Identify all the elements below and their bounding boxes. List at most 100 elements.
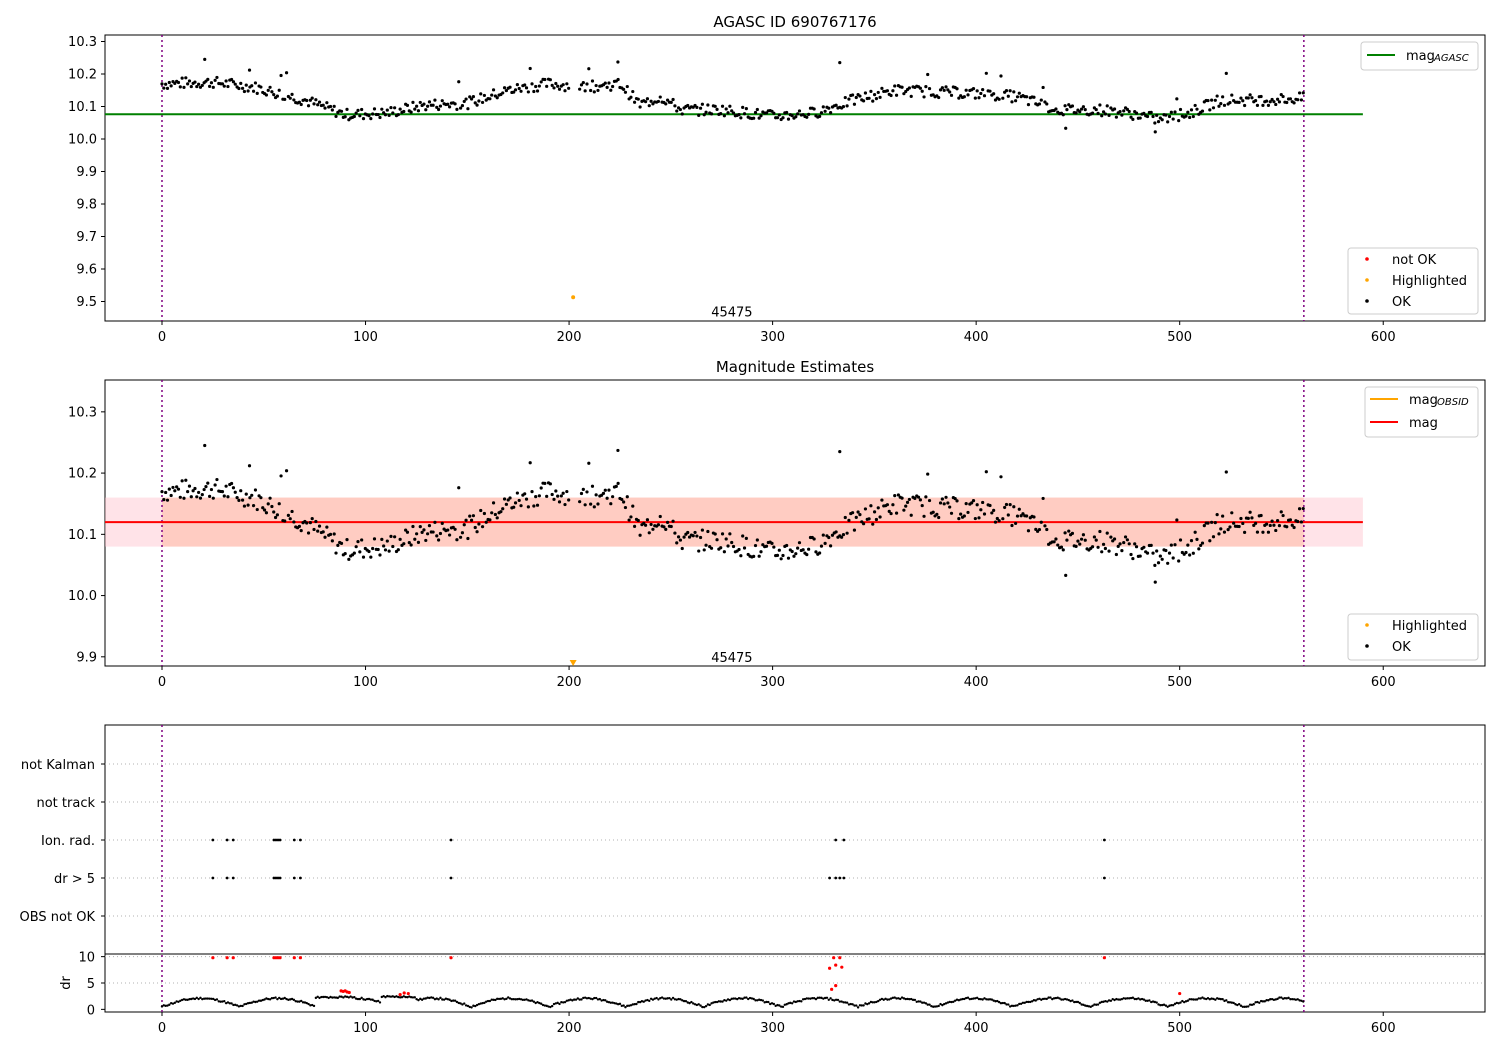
panel1-ok-point bbox=[843, 95, 847, 100]
panel2-ok-point bbox=[202, 487, 206, 492]
panel2-ok-point bbox=[764, 544, 769, 548]
panel3-dr-ok-point bbox=[446, 997, 449, 1001]
panel1-ok-point bbox=[1079, 107, 1084, 111]
panel3-dr-ok-point bbox=[1051, 997, 1054, 1001]
panel3-dr-ok-point bbox=[1287, 996, 1290, 1000]
panel3-dr-ok-point bbox=[939, 1002, 942, 1006]
panel3-dr-ok-point bbox=[922, 1001, 926, 1004]
panel2-ok-point bbox=[358, 550, 362, 554]
panel2-ok-point bbox=[325, 525, 329, 529]
panel1-ok-point bbox=[920, 89, 924, 93]
panel3-dr-ok-point bbox=[1166, 1005, 1169, 1008]
panel2-ok-point bbox=[585, 490, 589, 494]
panel1-ok-point bbox=[730, 109, 734, 113]
panel3-dr-ok-point bbox=[836, 998, 840, 1002]
panel3-dr-ok-point bbox=[1133, 997, 1136, 1001]
panel2-ok-point bbox=[488, 518, 492, 522]
panel3-flag-row-label: not Kalman bbox=[21, 758, 95, 773]
panel1-ok-point bbox=[1297, 91, 1302, 95]
panel1-ok-point bbox=[268, 85, 272, 89]
panel1-ok-point bbox=[1131, 117, 1135, 121]
panel3-dr-ok-point bbox=[576, 997, 580, 1000]
panel2-ok-point bbox=[270, 504, 274, 509]
panel3-dr-ok-point bbox=[662, 997, 666, 1000]
panel2-ok-point bbox=[162, 497, 166, 502]
panel3-dr-ok-point bbox=[1089, 1005, 1092, 1009]
panel3-dr-ok-point bbox=[840, 1000, 843, 1003]
panel1-ok-point bbox=[764, 111, 769, 115]
panel1-ok-point bbox=[528, 66, 532, 71]
panel3-dr-ok-point bbox=[812, 997, 816, 1000]
panel3-dr-ok-point bbox=[1007, 1003, 1010, 1006]
panel2-ok-point bbox=[931, 510, 935, 514]
panel2-ok-point bbox=[722, 550, 726, 554]
panel1-ok-point bbox=[534, 84, 538, 89]
panel2-ok-point bbox=[724, 537, 728, 541]
panel2-ok-point bbox=[596, 502, 600, 506]
panel2-ok-point bbox=[1178, 538, 1183, 542]
panel1-ok-point bbox=[616, 77, 620, 82]
panel2-ok-point bbox=[623, 505, 628, 510]
panel1-ok-point bbox=[633, 100, 637, 104]
panel3-dr-ok-point bbox=[409, 995, 413, 999]
panel3-dr-ok-point bbox=[210, 997, 213, 1001]
panel3-dr-ok-point bbox=[794, 1000, 798, 1004]
panel3-dr-ok-point bbox=[1221, 998, 1224, 1001]
panel1-ok-point bbox=[328, 104, 333, 109]
panel3-dr-ok-point bbox=[197, 997, 200, 1001]
panel2-ok-point bbox=[946, 501, 950, 505]
panel1-ok-point bbox=[524, 86, 529, 90]
panel3-dr-ok-point bbox=[765, 1000, 768, 1004]
panel3-dr-ok-point bbox=[1058, 997, 1061, 1000]
panel1-ok-point bbox=[1105, 104, 1109, 108]
panel2-ok-point bbox=[286, 513, 290, 517]
panel3-dr-ok-point bbox=[1250, 1003, 1254, 1007]
panel1-ok-point bbox=[1064, 126, 1068, 130]
panel1-ok-point bbox=[548, 78, 552, 82]
panel2-ok-point bbox=[534, 494, 538, 499]
panel3-dr-axis-label: dr bbox=[59, 976, 74, 990]
panel1-ok-point bbox=[1217, 104, 1221, 108]
panel3-dr-ok-point bbox=[834, 998, 838, 1002]
panel3-dr-ok-point bbox=[166, 1004, 169, 1007]
panel3-dr-ok-point bbox=[223, 1000, 226, 1003]
panel2-ok-point bbox=[801, 548, 805, 552]
panel2-legend-label: mag bbox=[1409, 393, 1438, 408]
panel3-dr-ok-point bbox=[272, 996, 275, 1000]
panel3-dr-ok-point bbox=[1030, 1000, 1034, 1003]
panel1-ok-point bbox=[966, 93, 970, 97]
panel2-ok-point bbox=[513, 501, 518, 505]
panel2-ok-point bbox=[893, 493, 897, 498]
panel3-dr-ok-point bbox=[1298, 999, 1301, 1002]
panel3-dr-ok-point bbox=[888, 998, 891, 1001]
panel3-dr-ok-point bbox=[1274, 998, 1277, 1001]
panel1-ok-point bbox=[609, 88, 613, 92]
panel2-ok-point bbox=[416, 540, 421, 544]
panel2-ok-point bbox=[458, 535, 463, 539]
panel1-ok-point bbox=[230, 77, 234, 82]
panel3-flag-point bbox=[211, 876, 215, 880]
panel1-ok-point bbox=[1292, 101, 1296, 105]
panel3-dr-ok-point bbox=[545, 1004, 548, 1008]
panel1-ok-point bbox=[1266, 103, 1271, 107]
panel1-legend-item-label: not OK bbox=[1392, 253, 1437, 268]
panel2-ok-point bbox=[578, 500, 582, 504]
panel3-dr-ok-point bbox=[431, 996, 435, 1000]
panel1-ok-point bbox=[1101, 110, 1106, 114]
panel2-ok-point bbox=[579, 491, 584, 496]
panel3-dr-ok-point bbox=[278, 996, 281, 1000]
panel2-ok-point bbox=[1210, 520, 1214, 524]
panel3-flag-point bbox=[838, 876, 842, 880]
panel1-ok-point bbox=[1114, 115, 1118, 119]
panel2-ok-point bbox=[1243, 530, 1247, 534]
panel1-ok-point bbox=[253, 81, 258, 85]
panel3-dr-ok-point bbox=[721, 1000, 724, 1003]
panel2-ok-point bbox=[253, 488, 258, 492]
panel2-ok-point bbox=[631, 504, 635, 508]
panel1-ok-point bbox=[611, 84, 615, 89]
panel3-dr-ok-point bbox=[827, 998, 830, 1001]
panel1-ok-point bbox=[250, 84, 254, 88]
panel1-ok-point bbox=[251, 89, 256, 93]
panel1-ok-point bbox=[1177, 119, 1181, 123]
panel3-flag-point bbox=[272, 838, 276, 842]
